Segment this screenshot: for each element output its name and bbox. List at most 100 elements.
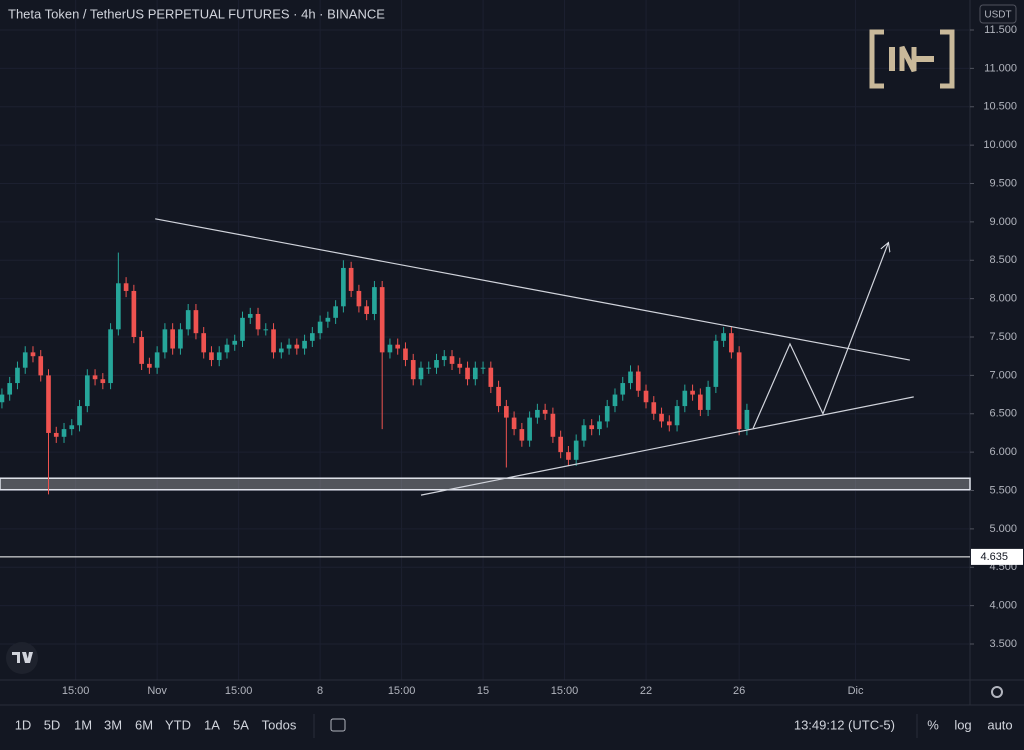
candle-body <box>286 344 292 349</box>
scale-option[interactable]: log <box>954 717 971 732</box>
candle-body <box>535 409 540 418</box>
candle-body <box>550 413 556 437</box>
candle-body <box>123 283 129 291</box>
y-tick-label: 8.000 <box>989 293 1017 305</box>
y-tick-label: 7.500 <box>989 331 1017 343</box>
candle-body <box>651 402 657 414</box>
candle-body <box>317 321 323 334</box>
candle-body <box>558 436 563 453</box>
x-tick-label: 15 <box>477 685 489 697</box>
candle-body <box>620 383 626 395</box>
candle-body <box>698 394 703 410</box>
candle-body <box>465 367 470 380</box>
candle-body <box>38 356 44 376</box>
y-tick-label: 4.000 <box>989 600 1017 612</box>
range-button[interactable]: Todos <box>262 717 297 732</box>
candle-body <box>92 375 98 380</box>
scale-option[interactable]: auto <box>987 717 1012 732</box>
candle-body <box>170 329 175 349</box>
trend-line <box>155 218 910 361</box>
x-tick-label: 15:00 <box>225 685 253 697</box>
candle-body <box>201 333 207 353</box>
range-button[interactable]: 3M <box>104 717 122 732</box>
candle-body <box>147 363 152 368</box>
x-tick-label: Nov <box>147 685 167 697</box>
price-label: 4.635 <box>980 551 1008 563</box>
candle-body <box>682 390 688 407</box>
candle-body <box>77 406 82 426</box>
candle-body <box>643 390 649 403</box>
trend-line <box>420 396 914 496</box>
tv-logo <box>6 642 38 674</box>
y-tick-label: 6.000 <box>989 446 1017 458</box>
range-button[interactable]: 5A <box>233 717 249 732</box>
candle-body <box>519 429 525 441</box>
range-button[interactable]: 5D <box>44 717 61 732</box>
candle-body <box>504 406 509 418</box>
scale-option[interactable]: % <box>927 717 939 732</box>
candle-body <box>379 287 385 353</box>
currency-label: USDT <box>984 10 1011 21</box>
candle-body <box>364 306 369 314</box>
y-tick-label: 9.000 <box>989 216 1017 228</box>
candle-body <box>310 333 315 341</box>
candle-body <box>139 337 144 364</box>
settings-icon[interactable] <box>991 686 1003 698</box>
candle-body <box>302 340 307 349</box>
candle-body <box>271 329 276 353</box>
range-button[interactable]: 1M <box>74 717 92 732</box>
range-button[interactable]: YTD <box>165 717 191 732</box>
candle-body <box>566 452 571 460</box>
logo <box>869 29 955 89</box>
candle-body <box>395 344 401 349</box>
candle-body <box>15 367 20 384</box>
y-tick-label: 5.000 <box>989 523 1017 535</box>
y-tick-label: 10.000 <box>983 139 1017 151</box>
candle-body <box>30 352 36 357</box>
candle-body <box>240 317 245 341</box>
candle-body <box>263 329 269 331</box>
range-button[interactable]: 1D <box>15 717 32 732</box>
x-tick-label: 22 <box>640 685 652 697</box>
candle-body <box>178 329 183 349</box>
support-zone <box>0 477 971 491</box>
candle-body <box>0 394 5 403</box>
candle-body <box>589 425 595 430</box>
y-tick-label: 3.500 <box>989 638 1017 650</box>
y-tick-label: 8.500 <box>989 254 1017 266</box>
candle-body <box>372 287 377 314</box>
candle-body <box>496 386 501 407</box>
candle-body <box>721 333 726 341</box>
candle-body <box>154 352 160 368</box>
candle-body <box>690 390 695 395</box>
chart-title: Theta Token / TetherUS PERPETUAL FUTURES… <box>8 6 385 21</box>
x-tick-label: 15:00 <box>388 685 416 697</box>
y-tick-label: 11.500 <box>984 24 1017 36</box>
x-tick-label: 26 <box>733 685 745 697</box>
candle-body <box>278 348 284 353</box>
candle-body <box>341 267 346 307</box>
candle-body <box>705 386 711 410</box>
y-tick-label: 10.500 <box>983 101 1017 113</box>
candle-body <box>457 363 463 368</box>
compare-icon[interactable] <box>330 718 346 732</box>
candle-body <box>247 313 253 318</box>
y-tick-label: 6.500 <box>989 408 1017 420</box>
candle-body <box>387 344 393 353</box>
currency-box <box>979 4 1017 24</box>
candle-body <box>7 383 13 395</box>
y-tick-label: 5.500 <box>989 484 1017 496</box>
clock: 13:49:12 (UTC-5) <box>794 717 895 732</box>
range-button[interactable]: 1A <box>204 717 220 732</box>
candle-body <box>604 406 610 422</box>
candle-body <box>527 417 532 441</box>
candle-body <box>255 313 261 330</box>
candle-body <box>348 267 354 291</box>
candle-body <box>573 440 579 460</box>
price-label-box <box>971 548 1023 565</box>
range-button[interactable]: 6M <box>135 717 153 732</box>
y-tick-label: 11.000 <box>984 62 1017 74</box>
candle-body <box>61 429 67 437</box>
candle-body <box>736 352 742 430</box>
